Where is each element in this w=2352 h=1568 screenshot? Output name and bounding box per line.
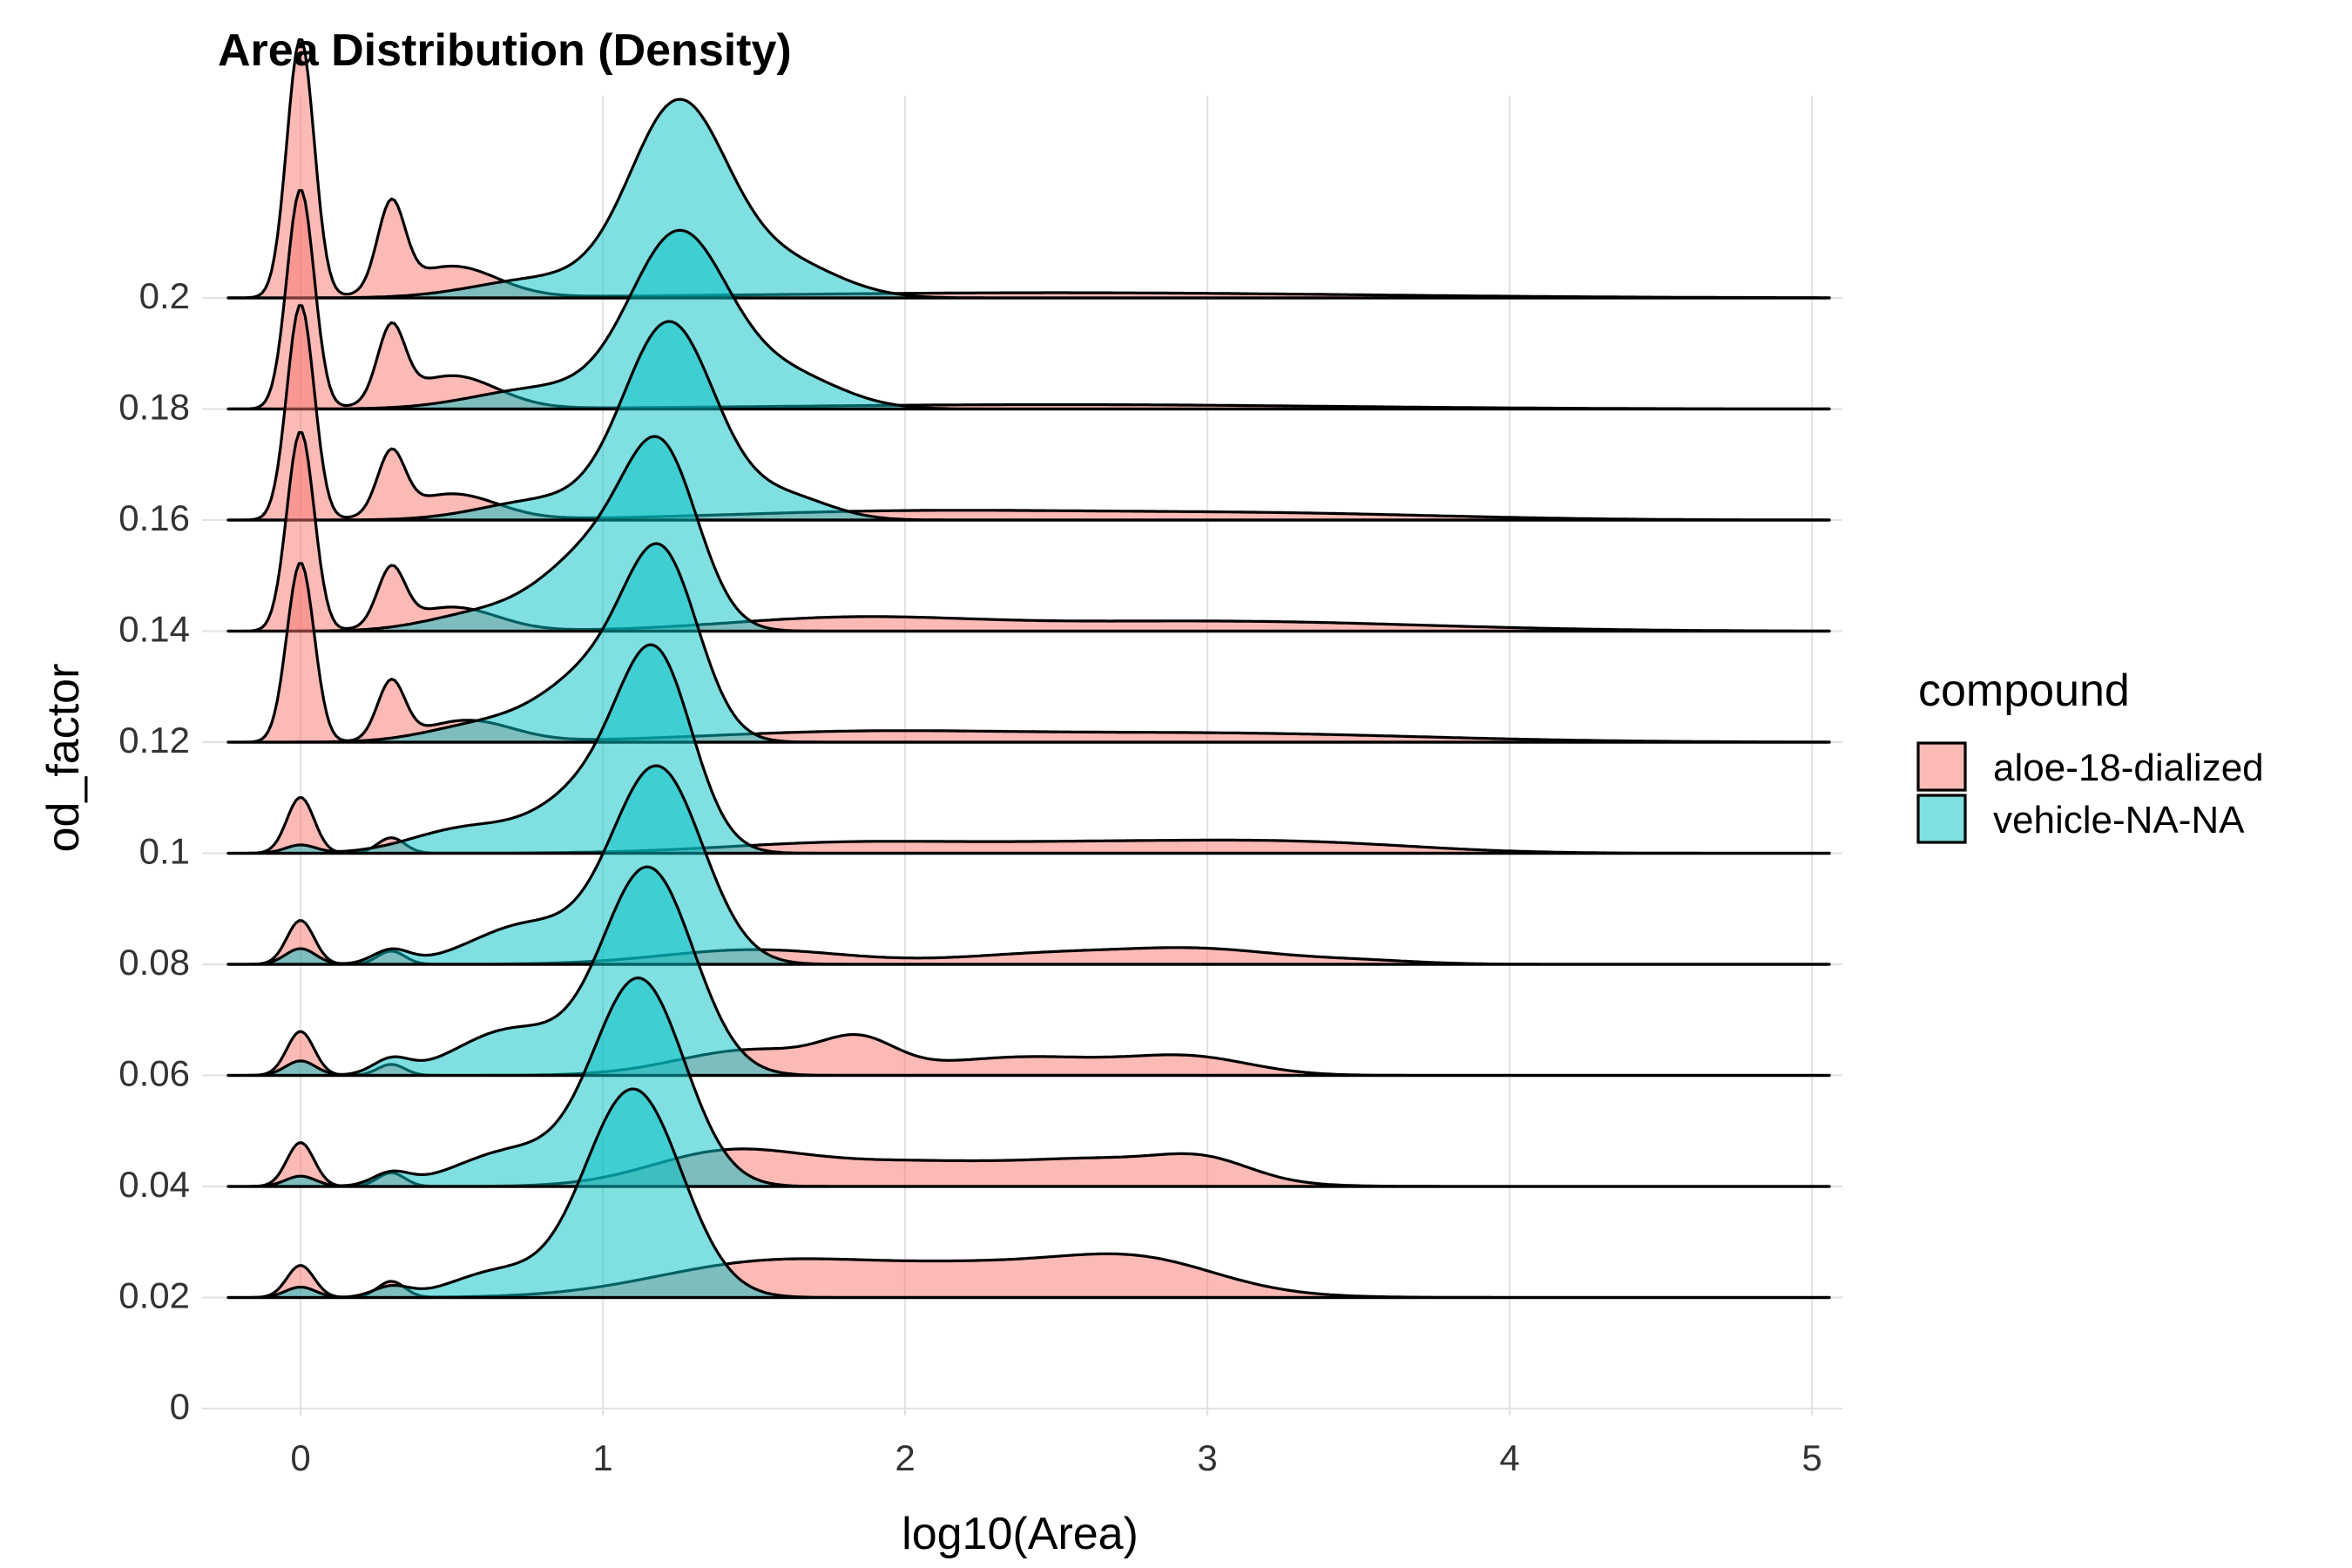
y-tick-label: 0.1: [139, 831, 190, 872]
ridge-vehicle-0-2: [226, 98, 1831, 300]
ridge-aloe-0-12: [226, 562, 1831, 744]
ridge-aloe-0-16: [226, 304, 1831, 522]
y-axis-title: od_factor: [38, 664, 89, 853]
legend-label-vehicle: vehicle-NA-NA: [1993, 799, 2245, 841]
ridge-vehicle-0-1: [226, 643, 1831, 855]
x-tick-label: 0: [290, 1437, 310, 1478]
y-tick-label: 0.2: [139, 275, 190, 316]
legend-swatch-vehicle: [1916, 794, 1967, 844]
ridge-aloe-0-18: [226, 189, 1831, 411]
x-tick-label: 2: [895, 1437, 915, 1478]
legend-item-aloe: aloe-18-dialized: [1916, 741, 2264, 792]
legend-label-aloe: aloe-18-dialized: [1993, 747, 2264, 789]
ridge-aloe-0-2: [226, 38, 1831, 300]
x-tick-label: 3: [1197, 1437, 1217, 1478]
y-tick-label: 0.02: [118, 1275, 190, 1316]
ridge-vehicle-0-06: [226, 865, 1831, 1078]
legend-title: compound: [1918, 666, 2130, 716]
legend-swatch-aloe: [1916, 741, 1967, 792]
chart-title: Area Distribution (Density): [218, 25, 792, 76]
y-tick-label: 0.08: [118, 942, 190, 983]
ridge-vehicle-0-14: [226, 435, 1831, 633]
ridge-vehicle-0-16: [226, 320, 1831, 522]
legend: compound aloe-18-dialized vehicle-NA-NA: [1916, 666, 2264, 844]
ridge-vehicle-0-18: [226, 228, 1831, 411]
ridge-vehicle-0-04: [226, 977, 1831, 1188]
y-tick-label: 0.14: [118, 609, 190, 650]
y-tick-label: 0.16: [118, 497, 190, 538]
ridge-vehicle-0-02: [226, 1087, 1831, 1300]
ridge-layer: [226, 38, 1831, 1300]
x-tick-label: 5: [1801, 1437, 1821, 1478]
y-tick-label: 0.12: [118, 720, 190, 760]
x-tick-label: 1: [592, 1437, 612, 1478]
x-axis-title: log10(Area): [902, 1509, 1139, 1559]
legend-item-vehicle: vehicle-NA-NA: [1916, 794, 2245, 844]
y-tick-label: 0.04: [118, 1164, 190, 1205]
x-tick-label: 4: [1499, 1437, 1519, 1478]
tick-layer: 0 1 2 3 4 5 0 0.02 0.04 0.06 0.08 0.1 0.12 0.14 0.16 0.…: [118, 275, 1821, 1478]
y-tick-label: 0.18: [118, 387, 190, 428]
ridge-vehicle-0-08: [226, 764, 1831, 966]
ridge-vehicle-0-12: [226, 542, 1831, 744]
y-tick-label: 0: [170, 1386, 190, 1427]
y-tick-label: 0.06: [118, 1053, 190, 1094]
ridge-aloe-0-14: [226, 430, 1831, 633]
